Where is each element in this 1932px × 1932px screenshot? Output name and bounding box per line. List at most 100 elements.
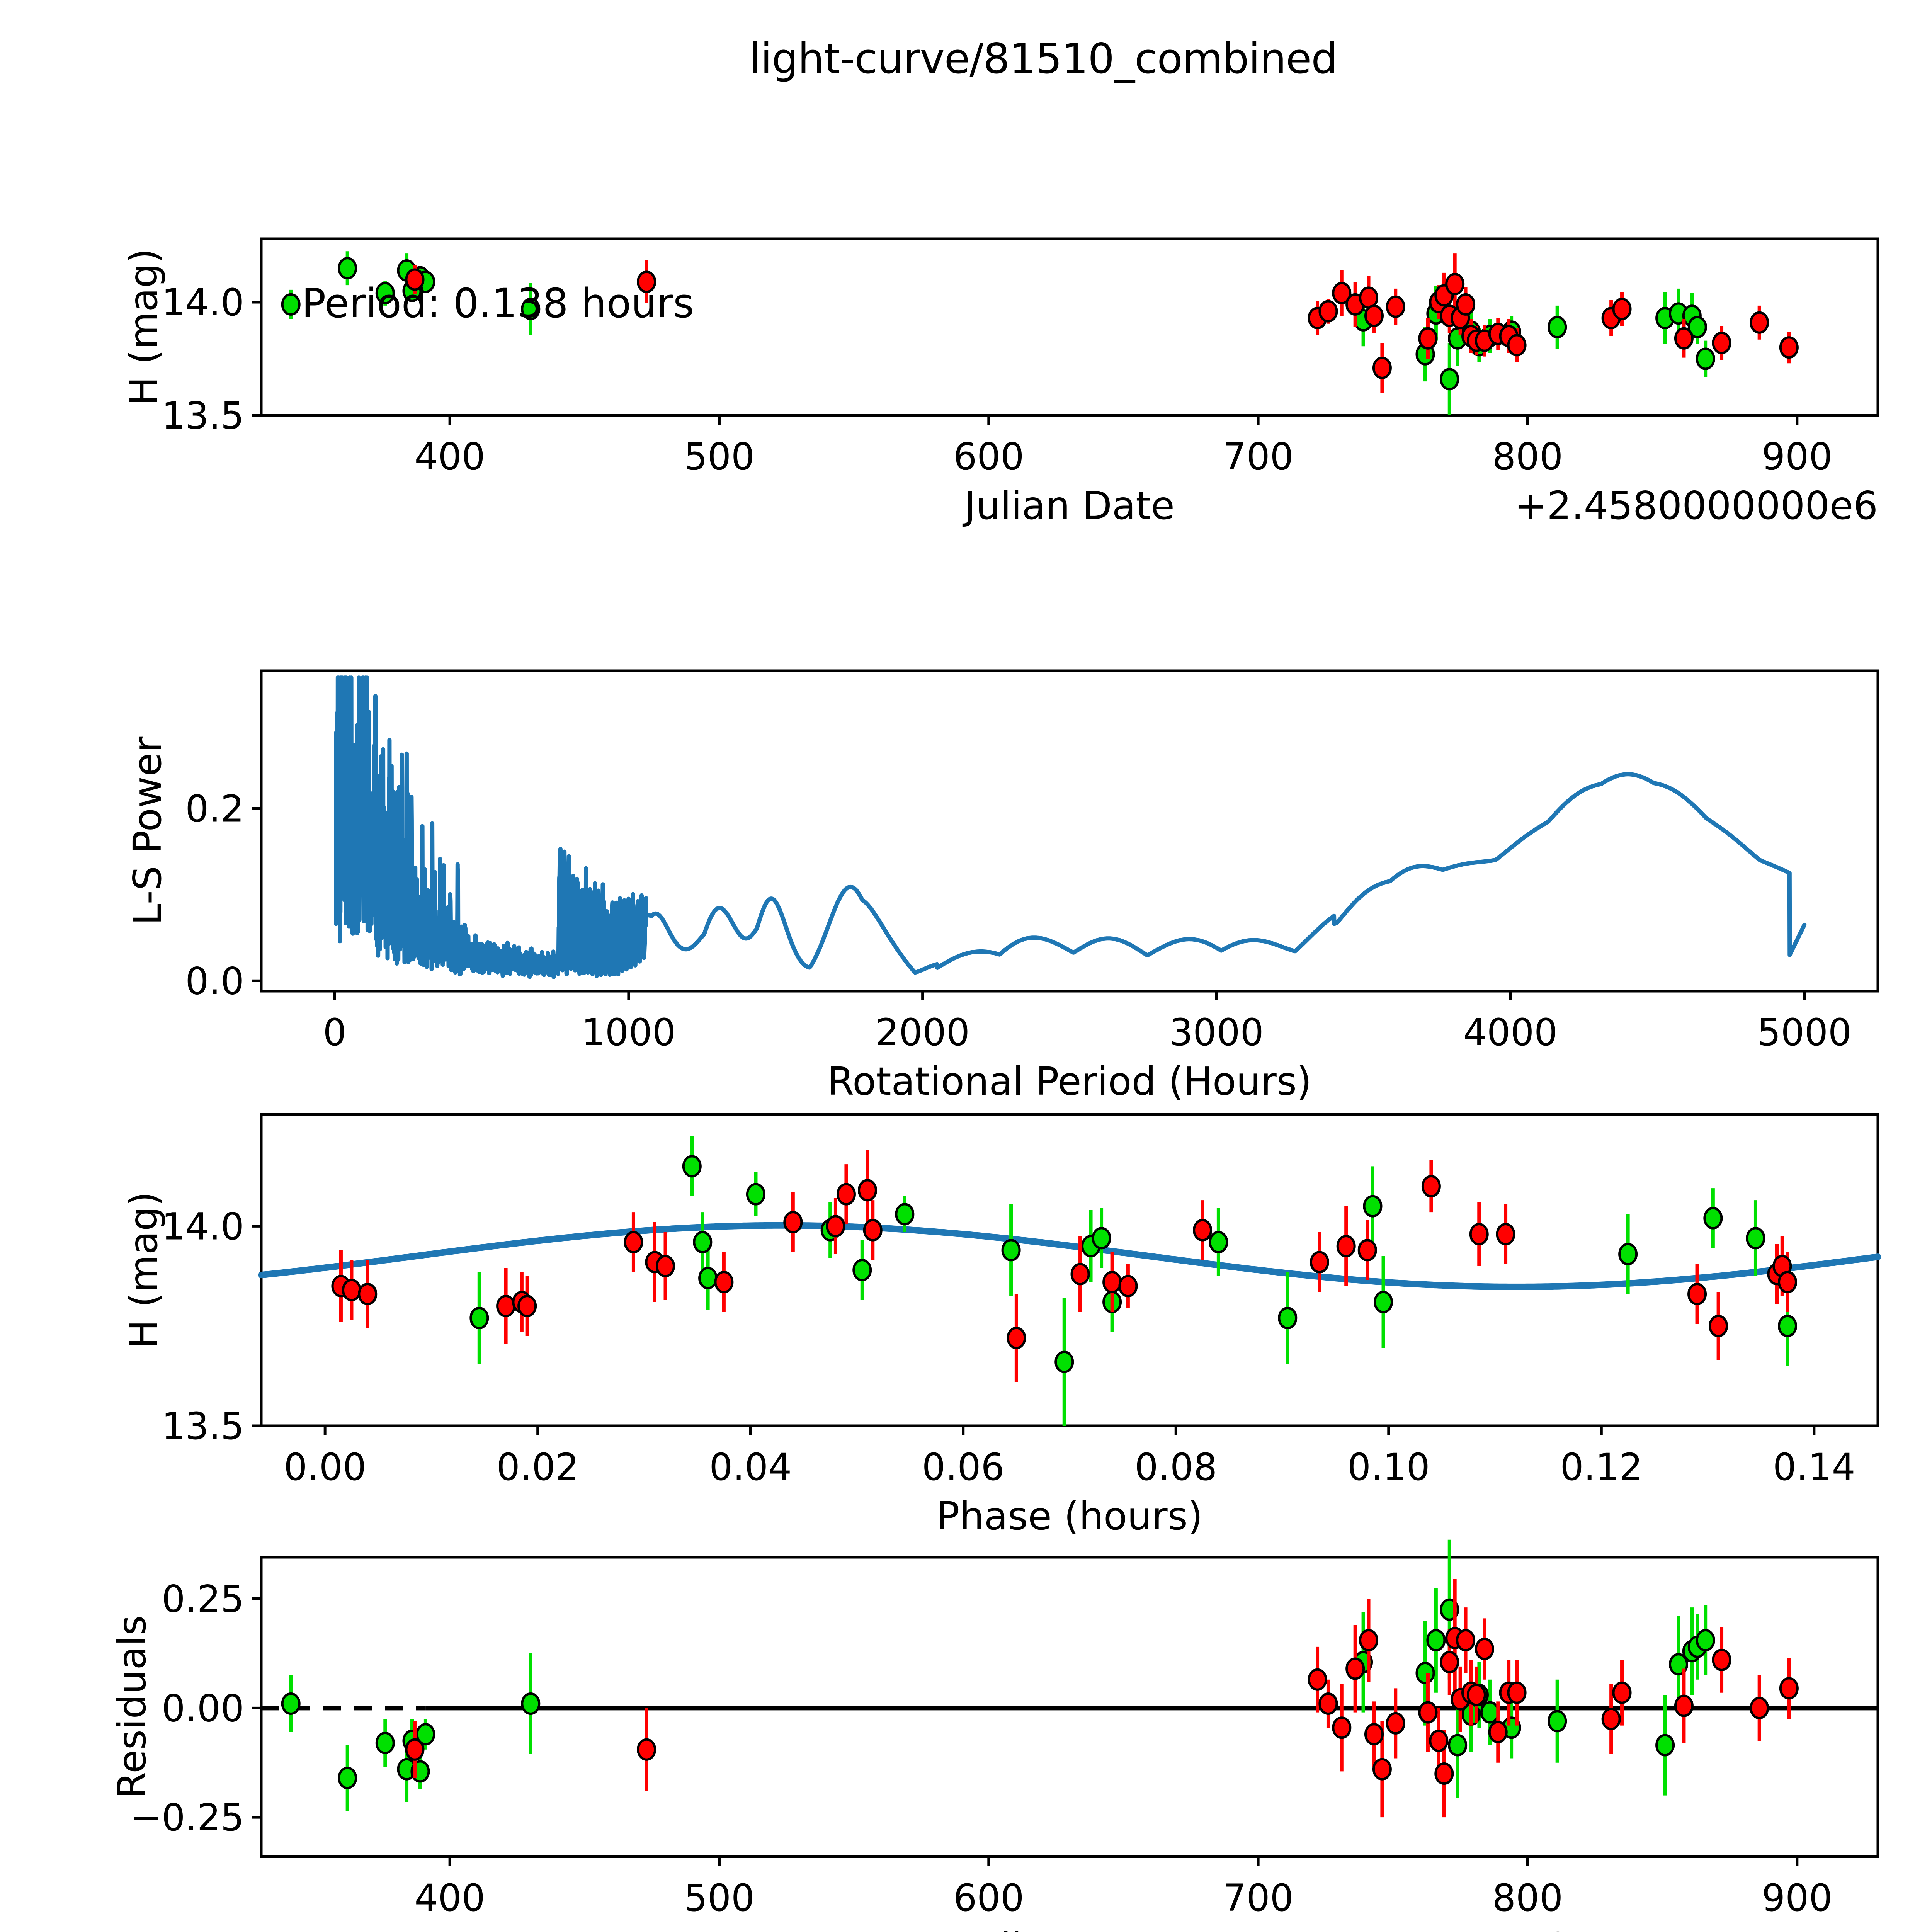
panel-light-curve: 400 500 600 700 800 900 14.0 13.5 Julian Date +2.… bbox=[121, 237, 1879, 528]
data-point bbox=[338, 1767, 357, 1789]
x-tick-label: 0.00 bbox=[284, 1446, 366, 1489]
data-point bbox=[1102, 1271, 1122, 1293]
data-point bbox=[1507, 1681, 1527, 1704]
y-axis-label: L-S Power bbox=[125, 736, 170, 925]
y-axis-label: H (mag) bbox=[121, 1191, 166, 1349]
data-point bbox=[863, 1219, 883, 1242]
data-point bbox=[1712, 332, 1731, 354]
data-point bbox=[1429, 1730, 1449, 1752]
series-green bbox=[469, 1136, 1798, 1426]
data-point bbox=[517, 1295, 537, 1317]
data-point bbox=[1674, 327, 1694, 350]
data-point bbox=[521, 1692, 541, 1715]
x-tick-label: 1000 bbox=[582, 1011, 676, 1054]
data-point bbox=[637, 270, 656, 293]
data-point bbox=[1418, 1701, 1438, 1724]
data-point bbox=[1415, 1662, 1435, 1684]
x-tick-label: 2000 bbox=[875, 1011, 969, 1054]
data-point bbox=[1612, 1681, 1632, 1704]
data-point bbox=[826, 1215, 845, 1238]
axes-frame bbox=[260, 1113, 1879, 1427]
data-point bbox=[496, 1295, 516, 1317]
data-point bbox=[1001, 1239, 1021, 1262]
x-axis-label: Julian Date bbox=[962, 1924, 1175, 1932]
data-point bbox=[1007, 1327, 1026, 1349]
series-red bbox=[405, 253, 1799, 393]
data-point bbox=[358, 1283, 378, 1305]
data-point bbox=[1696, 347, 1715, 370]
data-point bbox=[637, 1738, 656, 1761]
data-point bbox=[1712, 1648, 1731, 1671]
x-tick-label: 700 bbox=[1223, 435, 1294, 478]
x-tick-label: 0 bbox=[323, 1011, 347, 1054]
series-red bbox=[405, 1579, 1799, 1818]
data-point bbox=[1118, 1275, 1138, 1298]
data-point bbox=[1448, 1734, 1468, 1757]
data-point bbox=[1193, 1219, 1213, 1242]
data-point bbox=[1332, 282, 1352, 304]
series-green bbox=[281, 1539, 1715, 1811]
panel-phase-folded: 0.00 0.02 0.04 0.06 0.08 0.10 0.12 0.14 14.0 13.5… bbox=[121, 1113, 1881, 1539]
x-tick-label: 0.14 bbox=[1773, 1446, 1855, 1489]
data-point bbox=[1372, 356, 1392, 379]
x-tick-label: 800 bbox=[1492, 1876, 1563, 1920]
data-point bbox=[1310, 1251, 1329, 1274]
period-annotation: Period: 0.138 hours bbox=[302, 280, 694, 327]
data-point bbox=[1364, 304, 1384, 327]
x-tick-label: 900 bbox=[1762, 435, 1832, 478]
data-point bbox=[783, 1211, 803, 1233]
sinusoid-fit-line bbox=[258, 1222, 1881, 1290]
axes-frame bbox=[260, 237, 1879, 417]
data-point bbox=[405, 268, 425, 291]
x-tick-label: 5000 bbox=[1757, 1011, 1852, 1054]
x-tick-label: 500 bbox=[684, 1876, 755, 1920]
data-point bbox=[836, 1183, 856, 1206]
data-point bbox=[1612, 298, 1632, 320]
data-point bbox=[1421, 1175, 1441, 1197]
data-point bbox=[1209, 1231, 1228, 1253]
y-tick-label: 14.0 bbox=[162, 281, 244, 324]
data-point bbox=[1054, 1350, 1074, 1373]
y-axis-label: Residuals bbox=[109, 1615, 155, 1798]
data-point bbox=[1709, 1315, 1728, 1337]
x-tick-label: 800 bbox=[1492, 435, 1563, 478]
data-point bbox=[416, 1723, 435, 1746]
y-tick-label: 0.00 bbox=[162, 1687, 244, 1730]
data-point bbox=[1746, 1227, 1765, 1250]
x-axis-label: Julian Date bbox=[962, 483, 1175, 528]
x-tick-label: 400 bbox=[415, 435, 485, 478]
data-point bbox=[1434, 1762, 1454, 1785]
data-point bbox=[1363, 1195, 1383, 1218]
data-point bbox=[1674, 1694, 1694, 1717]
data-point bbox=[1687, 316, 1707, 338]
data-point bbox=[1687, 1283, 1707, 1305]
y-tick-label: 0.2 bbox=[185, 787, 244, 831]
y-tick-label: 13.5 bbox=[162, 1405, 244, 1448]
data-point bbox=[1601, 1708, 1621, 1730]
data-point bbox=[1318, 300, 1338, 323]
data-point bbox=[1618, 1243, 1638, 1265]
data-point bbox=[1507, 334, 1527, 357]
ls-power-line bbox=[334, 675, 1807, 979]
data-point bbox=[1750, 311, 1769, 334]
x-tick-label: 400 bbox=[415, 1876, 485, 1920]
y-axis-label: H (mag) bbox=[121, 248, 166, 406]
x-tick-label: 0.08 bbox=[1134, 1446, 1217, 1489]
series-red bbox=[331, 1150, 1798, 1382]
data-point bbox=[1278, 1307, 1298, 1329]
data-point bbox=[895, 1203, 915, 1226]
data-point bbox=[281, 1692, 301, 1715]
data-point bbox=[1779, 336, 1799, 359]
data-point bbox=[1779, 1677, 1799, 1700]
data-point bbox=[656, 1255, 675, 1277]
data-point bbox=[1696, 1629, 1715, 1651]
y-tick-label: 14.0 bbox=[162, 1205, 244, 1248]
data-point bbox=[1364, 1723, 1384, 1746]
data-point bbox=[1308, 1668, 1327, 1691]
data-point bbox=[1372, 1758, 1392, 1781]
y-tick-label: 0.0 bbox=[185, 959, 244, 1003]
panel-residuals: 400 500 600 700 800 900 0.25 0.00 −0.25 Julian Da… bbox=[109, 1539, 1879, 1932]
data-point bbox=[521, 298, 541, 320]
